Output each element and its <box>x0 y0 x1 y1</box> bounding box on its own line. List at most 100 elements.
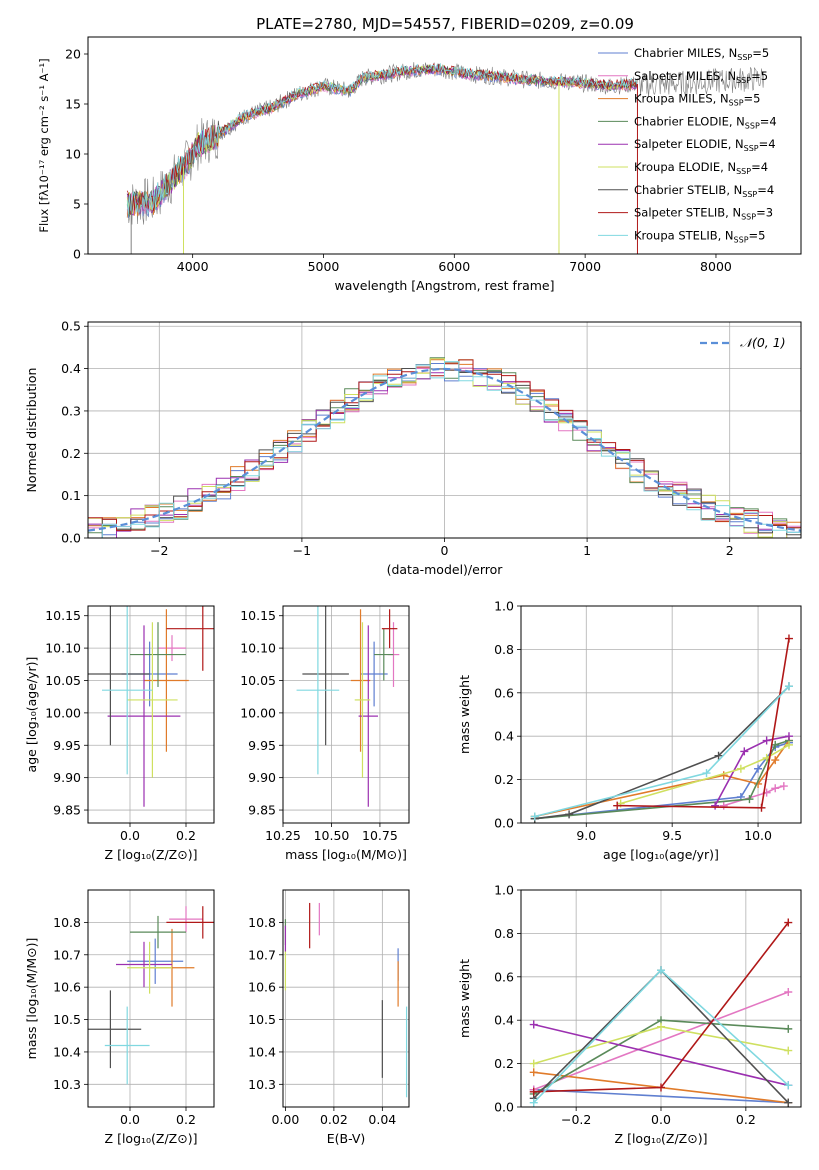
weight-marker <box>757 803 766 812</box>
weight-marker <box>529 1098 538 1107</box>
y-tick-label: 0.3 <box>61 403 81 418</box>
plot-area <box>126 62 765 254</box>
legend-label: Salpeter ELODIE, NSSP=4 <box>634 137 776 153</box>
y-tick-label: 15 <box>65 97 81 112</box>
y-axis-label: mass weight <box>457 675 472 754</box>
errorbar-chabrier_stelib <box>302 606 349 746</box>
weight-marker <box>779 782 788 791</box>
weight-marker <box>613 801 622 810</box>
y-tick-label: 9.85 <box>248 803 276 818</box>
legend-label: Salpeter STELIB, NSSP=3 <box>634 206 773 222</box>
y-tick-label: 10.3 <box>53 1077 81 1092</box>
legend-label: Chabrier MILES, NSSP=5 <box>634 46 769 62</box>
y-tick-label: 9.95 <box>248 738 276 753</box>
weight-marker <box>754 764 763 773</box>
x-tick-label: 0.04 <box>368 1112 396 1127</box>
x-tick-label: 6000 <box>438 259 470 274</box>
weight-marker <box>529 1059 538 1068</box>
panel-mass_vs_ebv: 0.00 0.02 0.04 10.3 10.4 10.5 10.6 10.7 10.8 E(B-… <box>248 889 410 1146</box>
x-axis-label: (data-model)/error <box>387 562 504 577</box>
weight-marker <box>784 634 793 643</box>
y-tick-label: 0.1 <box>61 488 81 503</box>
axes-frame <box>520 889 802 1108</box>
y-tick-label: 0 <box>73 247 81 262</box>
axes-frame <box>87 36 802 255</box>
x-tick-label: 7000 <box>569 259 601 274</box>
x-tick-label: 0.0 <box>120 828 140 843</box>
x-tick-label: 9.5 <box>662 828 682 843</box>
x-tick-label: 0.0 <box>120 1112 140 1127</box>
y-tick-label: 10.6 <box>53 980 81 995</box>
y-tick-label: 0.0 <box>61 531 81 546</box>
y-tick-label: 9.90 <box>248 770 276 785</box>
errorbar-chabrier_stelib <box>88 990 142 1069</box>
y-axis-label: mass [log₁₀(M/M⊙)] <box>24 938 39 1060</box>
y-tick-label: 10.7 <box>248 947 276 962</box>
errorbar-kroupa_miles <box>144 609 189 752</box>
x-axis-label: Z [log₁₀(Z/Z⊙)] <box>105 847 198 862</box>
y-tick-label: 0.8 <box>494 642 514 657</box>
errorbar-kroupa_elodie <box>127 622 178 778</box>
y-tick-label: 0.6 <box>494 969 514 984</box>
axes-frame <box>87 605 215 824</box>
plot-area <box>530 634 793 823</box>
axes-frame <box>87 321 802 539</box>
legend: 𝒩(0, 1) <box>700 335 786 350</box>
weight-marker <box>745 795 754 804</box>
y-tick-label: 10.6 <box>248 980 276 995</box>
y-tick-label: 1.0 <box>494 883 514 898</box>
legend-label: Kroupa STELIB, NSSP=5 <box>634 228 765 244</box>
x-tick-label: 5000 <box>308 259 340 274</box>
observed-spectrum <box>126 62 765 225</box>
legend: Chabrier MILES, NSSP=5 Salpeter MILES, NS… <box>598 46 777 244</box>
panel-age_vs_Z: 0.0 0.2 9.85 9.90 9.95 10.00 10.05 10.10 10.15 Z … <box>24 605 215 862</box>
y-tick-label: 0.4 <box>494 729 514 744</box>
x-tick-label: 0 <box>441 543 449 558</box>
plot-area <box>88 357 801 538</box>
x-tick-label: 0.2 <box>736 1112 756 1127</box>
plot-area <box>529 918 793 1107</box>
weight-marker <box>784 1024 793 1033</box>
weight-marker <box>714 751 723 760</box>
errorbar-salpeter_miles <box>169 906 203 933</box>
y-tick-label: 0.2 <box>61 446 81 461</box>
weight-line-chabrier_miles <box>533 1088 789 1104</box>
x-tick-label: 10.25 <box>265 828 301 843</box>
plot-area <box>296 606 400 807</box>
x-tick-label: 2 <box>726 543 734 558</box>
errorbar-kroupa_stelib <box>102 606 153 775</box>
legend-label: Chabrier STELIB, NSSP=4 <box>634 183 774 199</box>
weight-marker <box>565 810 574 819</box>
weight-marker <box>657 1083 665 1092</box>
y-tick-label: 0.0 <box>494 1100 514 1115</box>
weight-marker <box>657 1022 665 1031</box>
errorbar-chabrier_elodie <box>374 628 394 681</box>
model-spectrum-kroupa_stelib <box>126 62 638 215</box>
weight-line-salpeter_elodie <box>714 735 790 806</box>
errorbar-salpeter_stelib <box>166 606 214 671</box>
y-tick-label: 10.00 <box>45 705 81 720</box>
errorbar-kroupa_elodie <box>127 941 172 994</box>
errorbar-salpeter_elodie <box>116 941 172 988</box>
y-tick-label: 10.4 <box>248 1044 276 1059</box>
y-tick-label: 10.05 <box>45 673 81 688</box>
figure-title: PLATE=2780, MJD=54557, FIBERID=0209, z=0… <box>256 15 634 33</box>
weight-marker <box>784 918 793 927</box>
weight-marker <box>771 756 780 765</box>
y-tick-label: 0.0 <box>494 816 514 831</box>
plot-area <box>88 606 214 807</box>
axes-frame <box>282 605 410 824</box>
errorbar-chabrier_stelib <box>88 606 150 746</box>
y-tick-label: 0.4 <box>61 361 81 376</box>
x-tick-label: 1 <box>583 543 591 558</box>
y-axis-label: Flux [fλ10⁻¹⁷ erg cm⁻² s⁻¹ A⁻¹] <box>37 58 51 232</box>
errorbar-chabrier_miles <box>127 938 184 984</box>
axes-frame <box>87 889 215 1108</box>
y-tick-label: 20 <box>65 47 81 62</box>
x-tick-label: −1 <box>293 543 311 558</box>
errorbar-kroupa_elodie <box>354 622 371 778</box>
panel-mass_vs_Z: 0.0 0.2 10.3 10.4 10.5 10.6 10.7 10.8 Z [log₁₀(Z… <box>24 889 215 1146</box>
weight-marker <box>784 1098 793 1107</box>
x-tick-label: 10.75 <box>362 828 398 843</box>
